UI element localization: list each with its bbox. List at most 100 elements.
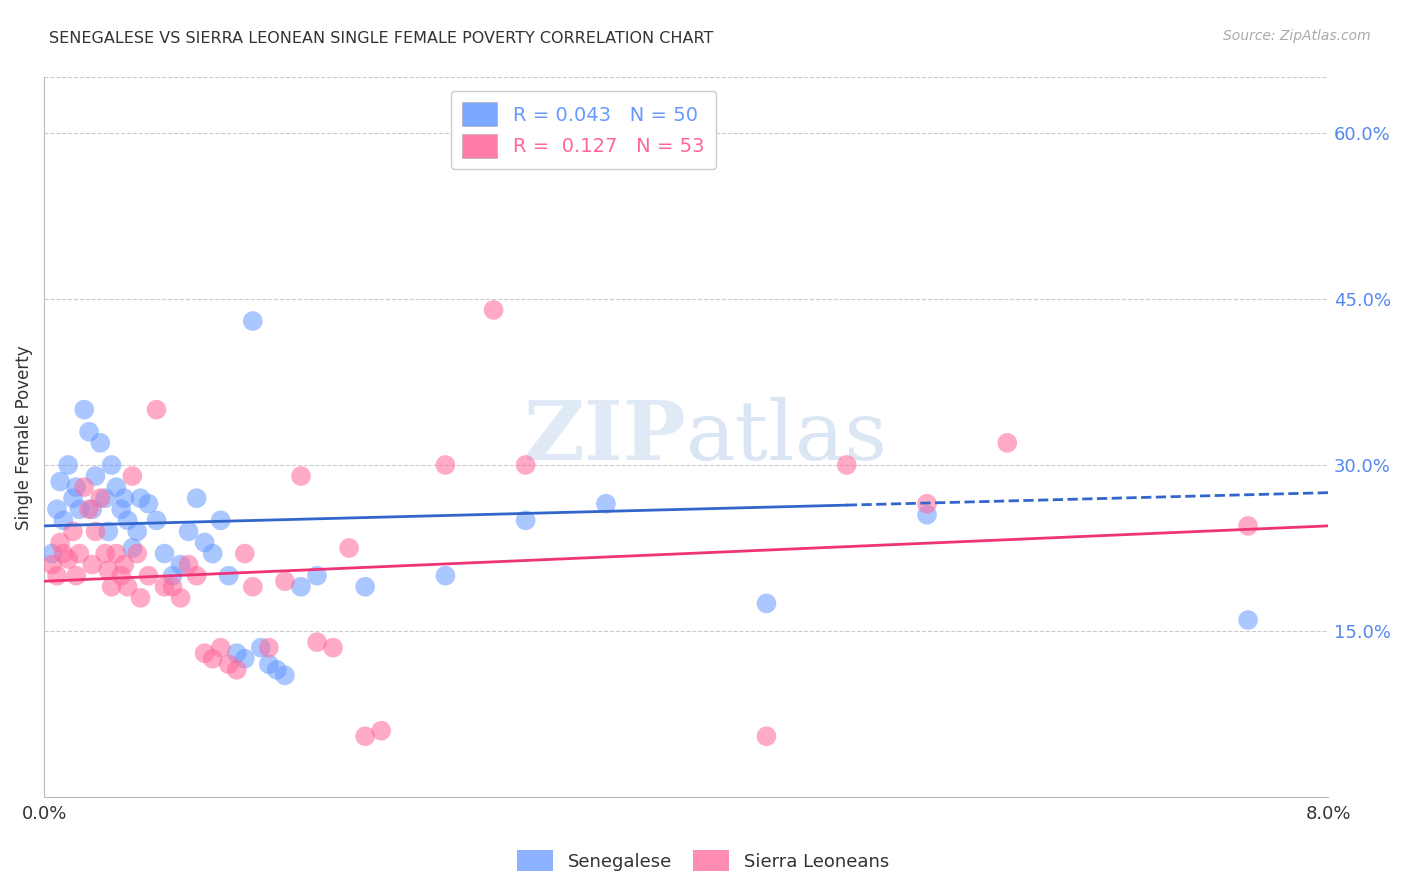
Point <box>305 568 328 582</box>
Point <box>337 541 360 555</box>
Point <box>995 435 1018 450</box>
Point <box>242 580 264 594</box>
Point <box>145 513 167 527</box>
Point <box>84 469 107 483</box>
Point <box>290 469 312 483</box>
Point <box>121 541 143 555</box>
Point <box>110 502 132 516</box>
Point <box>515 513 537 527</box>
Point <box>97 524 120 539</box>
Point <box>100 458 122 472</box>
Point <box>257 640 280 655</box>
Point <box>233 651 256 665</box>
Point <box>65 568 87 582</box>
Point <box>169 591 191 605</box>
Point <box>242 314 264 328</box>
Point <box>482 302 505 317</box>
Point <box>117 513 139 527</box>
Point <box>67 547 90 561</box>
Point <box>225 646 247 660</box>
Point <box>121 469 143 483</box>
Point <box>112 558 135 572</box>
Point <box>1237 613 1260 627</box>
Text: ZIP: ZIP <box>523 397 686 477</box>
Point <box>49 475 72 489</box>
Point <box>250 640 273 655</box>
Point <box>274 574 297 589</box>
Point <box>77 502 100 516</box>
Point <box>233 547 256 561</box>
Point <box>218 657 240 672</box>
Point <box>97 563 120 577</box>
Point <box>105 547 128 561</box>
Point <box>153 580 176 594</box>
Point <box>127 547 149 561</box>
Point <box>84 524 107 539</box>
Point <box>67 502 90 516</box>
Point <box>49 535 72 549</box>
Point <box>62 491 84 506</box>
Point <box>117 580 139 594</box>
Point <box>162 580 184 594</box>
Point <box>434 568 457 582</box>
Point <box>52 547 75 561</box>
Point <box>290 580 312 594</box>
Point <box>145 402 167 417</box>
Point <box>201 547 224 561</box>
Point <box>73 402 96 417</box>
Point <box>110 568 132 582</box>
Point <box>209 640 232 655</box>
Point <box>94 491 117 506</box>
Point <box>41 547 63 561</box>
Point <box>354 729 377 743</box>
Point <box>835 458 858 472</box>
Point <box>73 480 96 494</box>
Point <box>65 480 87 494</box>
Point <box>755 729 778 743</box>
Text: SENEGALESE VS SIERRA LEONEAN SINGLE FEMALE POVERTY CORRELATION CHART: SENEGALESE VS SIERRA LEONEAN SINGLE FEMA… <box>49 31 714 46</box>
Point <box>755 596 778 610</box>
Legend: Senegalese, Sierra Leoneans: Senegalese, Sierra Leoneans <box>509 843 897 879</box>
Point <box>129 491 152 506</box>
Point <box>112 491 135 506</box>
Point <box>201 651 224 665</box>
Point <box>915 497 938 511</box>
Point <box>177 524 200 539</box>
Y-axis label: Single Female Poverty: Single Female Poverty <box>15 345 32 530</box>
Point <box>46 568 69 582</box>
Point <box>127 524 149 539</box>
Point <box>370 723 392 738</box>
Legend: R = 0.043   N = 50, R =  0.127   N = 53: R = 0.043 N = 50, R = 0.127 N = 53 <box>451 91 716 169</box>
Text: atlas: atlas <box>686 397 889 477</box>
Point <box>46 502 69 516</box>
Point <box>162 568 184 582</box>
Point <box>194 646 217 660</box>
Point <box>1237 519 1260 533</box>
Point <box>305 635 328 649</box>
Point <box>41 558 63 572</box>
Point <box>515 458 537 472</box>
Point <box>915 508 938 522</box>
Point <box>257 657 280 672</box>
Point <box>322 640 344 655</box>
Point <box>274 668 297 682</box>
Point <box>89 491 111 506</box>
Point <box>82 502 104 516</box>
Point <box>138 568 160 582</box>
Point <box>105 480 128 494</box>
Point <box>82 558 104 572</box>
Point <box>186 568 208 582</box>
Point <box>169 558 191 572</box>
Point <box>138 497 160 511</box>
Point <box>94 547 117 561</box>
Point <box>129 591 152 605</box>
Point <box>218 568 240 582</box>
Text: Source: ZipAtlas.com: Source: ZipAtlas.com <box>1223 29 1371 43</box>
Point <box>595 497 617 511</box>
Point <box>77 425 100 439</box>
Point <box>100 580 122 594</box>
Point <box>62 524 84 539</box>
Point <box>56 458 79 472</box>
Point <box>434 458 457 472</box>
Point <box>266 663 288 677</box>
